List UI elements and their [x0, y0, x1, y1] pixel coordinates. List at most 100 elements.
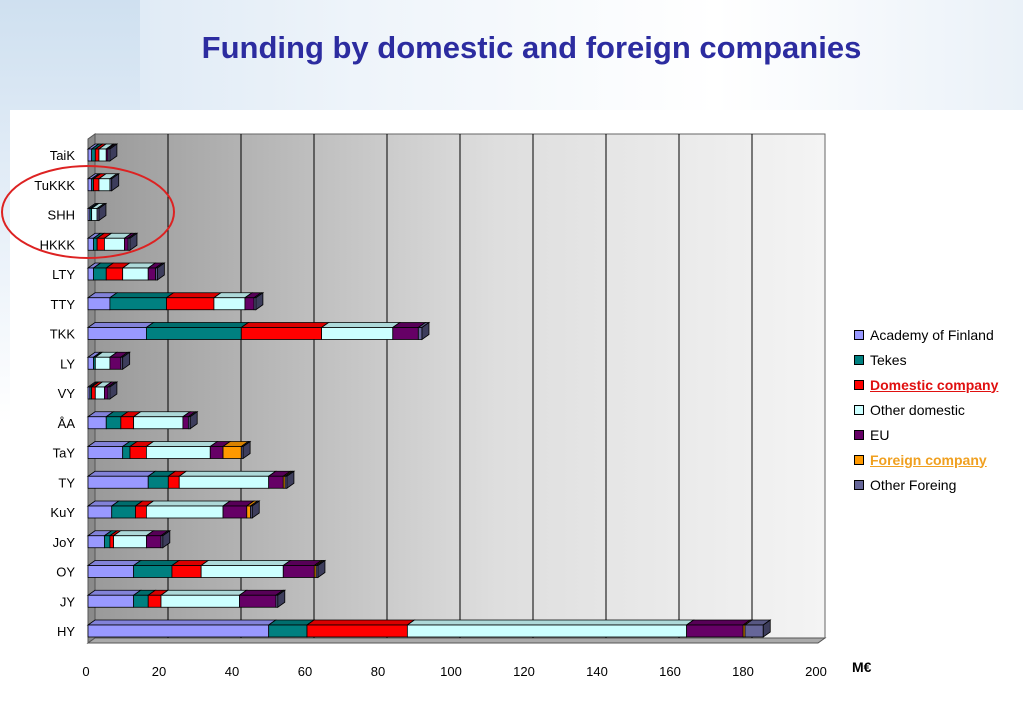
bar-segment	[145, 530, 170, 549]
bar-end-cap	[109, 143, 118, 162]
legend-label: Domestic company	[870, 376, 999, 393]
legend-label: Tekes	[870, 351, 907, 368]
bar-end-cap	[98, 202, 107, 222]
x-tick-label: 160	[659, 664, 681, 679]
x-tick-label: 20	[152, 664, 166, 679]
background-top	[0, 0, 1023, 112]
bar-segment	[86, 411, 115, 430]
bar-segment	[240, 322, 330, 340]
y-tick-label: TaY	[53, 446, 76, 461]
x-tick-label: 140	[586, 664, 608, 679]
legend-swatch	[854, 404, 864, 415]
bar-end-cap	[189, 410, 198, 430]
bar-end-cap	[242, 440, 251, 460]
chart-legend: Academy of Finland Tekes Domestic company O…	[854, 322, 1019, 497]
legend-swatch	[854, 454, 864, 465]
bar-segment	[86, 619, 277, 638]
x-tick-label: 40	[225, 664, 239, 679]
bar-segment	[132, 589, 157, 608]
legend-label: EU	[870, 426, 890, 443]
y-tick-label: TuKKK	[34, 178, 75, 193]
bar-segment	[86, 322, 155, 340]
bar-segment	[406, 619, 695, 638]
legend-swatch	[854, 379, 864, 390]
y-tick-label: TKK	[50, 327, 76, 342]
bar-end-cap	[251, 500, 260, 519]
y-tick-label: KuY	[50, 505, 75, 520]
bar-segment	[86, 470, 157, 489]
bar-segment	[199, 560, 292, 578]
legend-item: Academy of Finland	[854, 322, 1019, 347]
legend-item: Tekes	[854, 347, 1019, 372]
bar-segment	[132, 411, 192, 430]
bar-end-cap	[762, 619, 771, 638]
bar-segment	[159, 589, 248, 608]
y-tick-label: OY	[56, 565, 75, 580]
y-tick-label: ÅA	[58, 416, 76, 431]
y-tick-label: LY	[60, 356, 75, 371]
bar-segment	[92, 262, 115, 281]
bar-segment	[320, 322, 402, 340]
bar-segment	[221, 441, 250, 459]
y-tick-label: LTY	[52, 267, 75, 282]
y-tick-label: HY	[57, 624, 75, 639]
x-tick-label: 80	[371, 664, 385, 679]
legend-swatch	[854, 354, 864, 365]
bar-end-cap	[317, 559, 326, 579]
y-tick-label: TTY	[50, 297, 75, 312]
bar-segment	[86, 560, 142, 578]
bar-segment	[178, 470, 277, 489]
legend-item: Other Foreing	[854, 472, 1019, 497]
highlight-ellipse	[1, 165, 175, 259]
bar-segment	[146, 589, 170, 608]
bar-segment	[145, 441, 219, 459]
page-title: Funding by domestic and foreign companie…	[201, 30, 862, 65]
x-tick-label: 120	[513, 664, 535, 679]
bar-segment	[685, 619, 752, 638]
bar-segment	[267, 470, 292, 489]
legend-item: Domestic company	[854, 372, 1019, 397]
bar-end-cap	[129, 232, 138, 252]
bar-segment	[305, 619, 416, 638]
bar-end-cap	[162, 529, 171, 549]
legend-swatch	[854, 479, 864, 490]
bar-segment	[391, 322, 427, 340]
legend-swatch	[854, 329, 864, 340]
x-tick-label: 0	[82, 664, 89, 679]
y-tick-label: VY	[58, 386, 76, 401]
legend-swatch	[854, 429, 864, 440]
x-tick-label: 200	[805, 664, 827, 679]
bar-end-cap	[277, 589, 286, 609]
x-tick-label: 180	[732, 664, 754, 679]
x-tick-label: 100	[440, 664, 462, 679]
bar-end-cap	[286, 470, 295, 490]
bar-segment	[108, 292, 175, 311]
bar-segment	[95, 232, 113, 251]
y-tick-label: TY	[58, 475, 75, 490]
bar-end-cap	[156, 262, 165, 281]
x-tick-label: 60	[298, 664, 312, 679]
y-tick-label: JY	[60, 594, 76, 609]
legend-item: Foreign company	[854, 447, 1019, 472]
bar-segment	[145, 500, 232, 519]
bar-end-cap	[111, 172, 120, 192]
bar-segment	[267, 619, 316, 638]
bar-end-cap	[109, 381, 118, 400]
plot-floor	[86, 637, 827, 644]
y-tick-label: JoY	[53, 535, 76, 550]
bar-segment	[132, 560, 181, 578]
y-tick-label: HKKK	[40, 237, 76, 252]
y-tick-label: SHH	[48, 208, 75, 223]
legend-item: EU	[854, 422, 1019, 447]
y-tick-label: TaiK	[50, 148, 76, 163]
bar-end-cap	[421, 321, 430, 341]
x-axis-unit-label: M€	[852, 659, 872, 675]
bar-segment	[282, 560, 323, 578]
bar-segment	[145, 322, 250, 340]
bar-end-cap	[255, 291, 264, 311]
legend-label: Academy of Finland	[870, 326, 994, 343]
bar-end-cap	[122, 351, 131, 371]
bar-segment	[212, 292, 254, 311]
legend-label: Other domestic	[870, 401, 965, 418]
